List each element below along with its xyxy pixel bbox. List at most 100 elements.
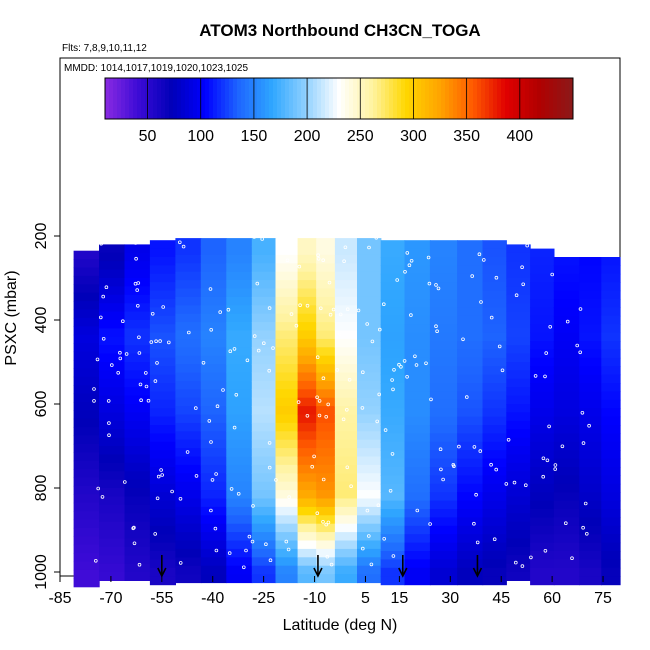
heatmap-cell [200,305,227,315]
sample-point [123,480,127,484]
heatmap-cell [357,238,382,248]
sample-point [325,229,330,233]
heatmap-cell [530,408,555,418]
heatmap-cell [380,517,406,527]
heatmap-cell [251,557,277,567]
heatmap-cell [553,509,580,518]
heatmap-cell [124,446,151,455]
sample-point [137,335,141,340]
colorbar-swatch [557,78,562,119]
heatmap-cell [316,473,336,483]
heatmap-cell [251,338,277,348]
sample-point [584,531,589,536]
heatmap-cell [149,525,176,535]
heatmap-cell [124,412,151,422]
sample-point [294,323,299,328]
sample-point [132,525,136,530]
heatmap-cell [99,404,126,413]
heatmap-cell [579,273,602,283]
heatmap-cell [357,288,382,298]
x-tick-label: 30 [441,590,459,607]
sample-point [187,330,191,335]
heatmap-cell [175,574,202,584]
heatmap-cell [334,263,358,273]
colorbar-tick-label: 100 [187,128,214,145]
heatmap-cell [200,574,227,584]
heatmap-cell [297,548,317,558]
heatmap-cell [73,275,100,285]
heatmap-cell [506,454,531,464]
heatmap-cell [275,464,299,474]
heatmap-cell [226,414,253,424]
heatmap-cell [334,532,358,542]
sample-point [321,376,326,381]
heatmap-cell [530,366,555,376]
heatmap-cell [73,401,100,411]
colorbar-swatch [105,78,110,119]
sample-point [415,508,420,513]
flights-label: Flts: 7,8,9,10,11,12 [62,43,147,54]
heatmap-cell [251,540,277,550]
sample-point [149,340,154,344]
heatmap-cell [175,464,202,474]
heatmap-cell [251,296,277,306]
sample-point [178,240,182,245]
heatmap-cell [601,517,621,527]
heatmap-cell [251,422,277,432]
sample-point [131,526,136,531]
heatmap-cell [124,538,151,548]
heatmap-cell [482,273,507,283]
heatmap-cell [275,397,299,407]
heatmap-cell [553,567,580,577]
heatmap-cell [482,374,507,384]
heatmap-cell [149,475,176,485]
heatmap-cell [553,416,580,426]
heatmap-cell [601,357,621,367]
heatmap-cell [482,551,507,560]
heatmap-cell [99,479,126,489]
sample-point [232,425,237,430]
colorbar-swatch [345,78,350,119]
heatmap-cell [357,389,382,399]
colorbar-swatch [285,78,290,119]
heatmap-cell [297,506,317,516]
heatmap-cell [226,557,253,567]
heatmap-cell [99,462,126,472]
heatmap-cell [200,464,227,474]
colorbar-swatch [153,78,158,119]
heatmap-cell [124,244,151,254]
heatmap-cell [553,458,580,468]
heatmap-cell [200,238,227,248]
heatmap-cell [380,576,406,586]
heatmap-cell [275,557,299,567]
heatmap-cell [226,523,253,533]
heatmap-cell [251,506,277,516]
heatmap-cell [506,395,531,405]
heatmap-cell [297,439,317,449]
heatmap-cell [275,506,299,516]
sample-point [316,253,320,258]
heatmap-cell [506,370,531,380]
sample-point [256,348,261,353]
heatmap-cell [73,317,100,327]
heatmap-cell [429,576,458,586]
heatmap-cell [579,467,602,476]
heatmap-cell [601,299,621,308]
colorbar-swatch [449,78,454,119]
heatmap-cell [579,559,602,569]
heatmap-cell [429,467,458,476]
heatmap-cell [357,490,382,500]
heatmap-cell [530,290,555,300]
heatmap-cell [457,467,484,476]
sample-point [494,275,499,280]
sample-point [504,482,509,486]
sample-point [284,539,289,544]
heatmap-cell [334,548,358,558]
colorbar-swatch [549,78,554,119]
heatmap-cell [73,477,100,487]
heatmap-cell [530,433,555,443]
heatmap-cell [601,492,621,502]
heatmap-cell [124,420,151,430]
sample-point [297,264,302,269]
heatmap-cell [530,332,555,342]
